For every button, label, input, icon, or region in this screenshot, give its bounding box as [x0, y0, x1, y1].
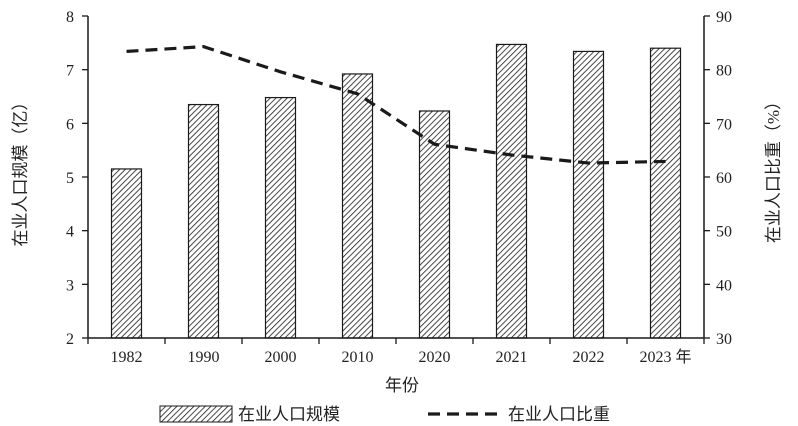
x-tick-label: 2021 [496, 349, 528, 366]
x-tick-label: 1990 [188, 349, 220, 366]
bar-2020 [418, 110, 451, 339]
legend-bar-label: 在业人口规模 [238, 405, 340, 424]
right-tick-label: 30 [716, 331, 732, 348]
bar-1990 [187, 103, 220, 339]
legend-line-label: 在业人口比重 [508, 405, 610, 424]
left-tick-label: 3 [66, 277, 74, 294]
x-tick-label: 2000 [265, 349, 297, 366]
left-tick-label: 6 [66, 116, 74, 133]
legend: 在业人口规模 在业人口比重 [159, 405, 610, 424]
bar-1982 [110, 168, 143, 339]
right-tick-label: 80 [716, 63, 732, 80]
left-tick-label: 2 [66, 331, 74, 348]
left-tick-label: 8 [66, 9, 74, 26]
bar-2021 [495, 43, 528, 339]
right-axis-title: 在业人口比重（%） [764, 93, 783, 243]
x-tick-label: 2022 [573, 349, 605, 366]
right-axis-ticks: 30 40 50 60 70 80 90 [704, 9, 732, 348]
right-tick-label: 70 [716, 116, 732, 133]
left-axis-ticks: 2 3 4 5 6 7 8 [66, 9, 88, 348]
x-tick-label: 2020 [419, 349, 451, 366]
bar-2022 [572, 50, 605, 339]
left-tick-label: 5 [66, 170, 74, 187]
bar-series [110, 43, 682, 339]
bar-2010 [341, 73, 374, 339]
right-tick-label: 60 [716, 170, 732, 187]
right-tick-label: 90 [716, 9, 732, 26]
legend-bar-swatch [159, 405, 233, 423]
x-axis-title: 年份 [385, 376, 419, 395]
x-axis-ticks: 1982 1990 2000 2010 2020 2021 2022 2023 年 [87, 338, 705, 366]
right-tick-label: 50 [716, 224, 732, 241]
bar-2000 [264, 96, 297, 339]
bar-2023 [649, 47, 682, 339]
left-tick-label: 4 [66, 224, 74, 241]
x-tick-label: 2023 年 [639, 348, 691, 366]
x-tick-label: 1982 [111, 349, 143, 366]
x-tick-label: 2010 [342, 349, 374, 366]
left-axis-title: 在业人口规模（亿） [11, 94, 30, 247]
right-tick-label: 40 [716, 277, 732, 294]
left-tick-label: 7 [66, 63, 74, 80]
